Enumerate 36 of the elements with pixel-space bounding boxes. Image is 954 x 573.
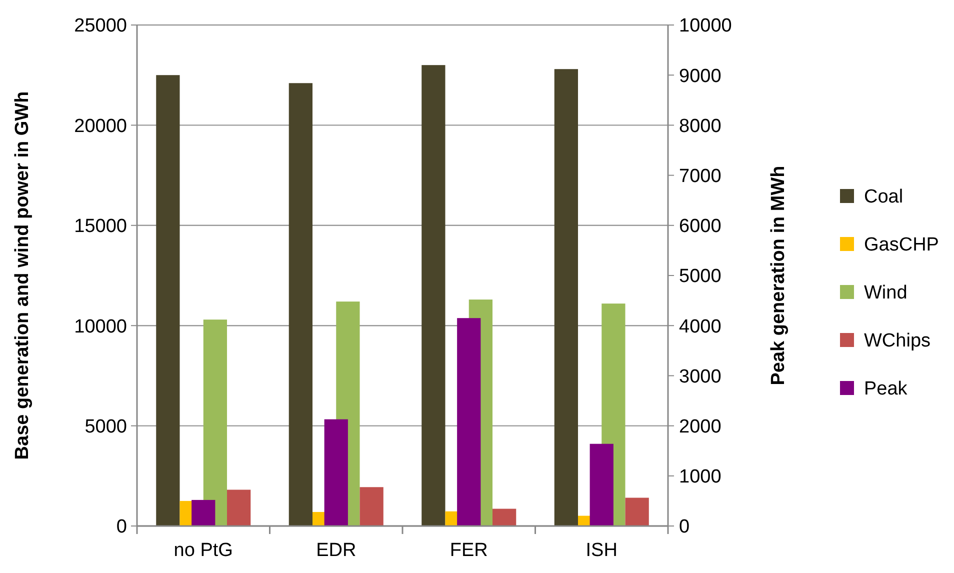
- y2-tick-label: 10000: [679, 16, 732, 37]
- y2-tick-label: 8000: [679, 116, 722, 137]
- bar: [422, 65, 446, 526]
- x-tick-label: ISH: [586, 540, 618, 561]
- legend-label: Peak: [864, 378, 908, 400]
- legend-label: WChips: [864, 330, 931, 352]
- y-tick-label: 20000: [74, 116, 127, 137]
- x-tick-label: EDR: [316, 540, 356, 561]
- y2-tick-label: 3000: [679, 366, 722, 388]
- bar: [156, 75, 180, 526]
- legend-label: Coal: [864, 186, 904, 208]
- y2-tick-label: 6000: [679, 216, 722, 238]
- y-tick-label: 25000: [74, 16, 127, 37]
- x-tick-label: FER: [450, 540, 488, 561]
- y2-axis-title: Peak generation in MWh: [768, 166, 789, 386]
- bar: [360, 487, 384, 526]
- bar: [227, 490, 251, 526]
- bar: [288, 83, 312, 526]
- y2-tick-label: 5000: [679, 266, 722, 288]
- bar: [625, 498, 649, 526]
- y2-tick-label: 0: [679, 516, 690, 538]
- y2-tick-label: 9000: [679, 66, 722, 87]
- legend-label: Wind: [864, 282, 908, 304]
- y-tick-label: 10000: [74, 316, 127, 338]
- legend-label: GasCHP: [864, 234, 939, 256]
- y2-tick-label: 2000: [679, 416, 722, 438]
- y-tick-label: 5000: [84, 416, 127, 438]
- bar: [554, 69, 578, 526]
- y2-tick-label: 1000: [679, 466, 722, 488]
- bar: [492, 508, 516, 526]
- y2-tick-label: 7000: [679, 166, 722, 187]
- y-axis-title: Base generation and wind power in GWh: [12, 91, 33, 460]
- y-tick-label: 0: [116, 516, 127, 538]
- x-tick-label: no PtG: [174, 540, 233, 561]
- y2-tick-label: 4000: [679, 316, 722, 338]
- y-tick-label: 15000: [74, 216, 127, 238]
